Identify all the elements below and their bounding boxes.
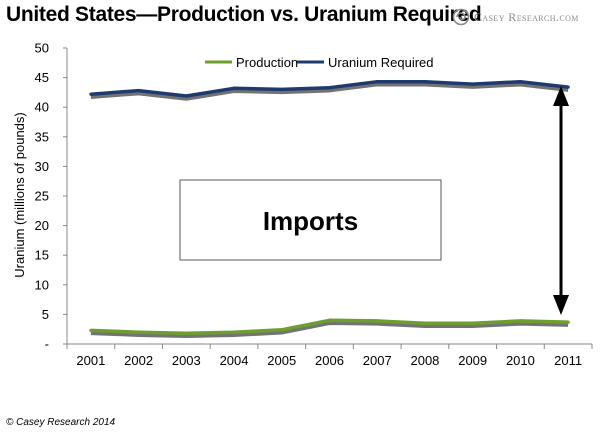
swirl-logo-icon <box>452 8 470 26</box>
x-tick-label: 2009 <box>458 353 487 368</box>
y-tick-label: 35 <box>35 129 49 144</box>
data-point-uranium-required-2005 <box>280 87 284 92</box>
uranium-line-chart: Uranium (millions of pounds) - 5 10 15 20 25 3… <box>12 41 593 368</box>
data-point-uranium-required-2003 <box>184 94 188 98</box>
y-axis-label: Uranium (millions of pounds) <box>12 112 27 277</box>
y-tick-label: 25 <box>35 189 49 204</box>
data-point-production-2003 <box>184 331 188 335</box>
data-point-production-2011 <box>566 320 570 324</box>
imports-box <box>179 179 442 261</box>
data-point-uranium-required-2001 <box>89 92 93 96</box>
x-tick-label: 2004 <box>220 353 249 368</box>
data-point-production-2008 <box>423 321 427 325</box>
series-shadow-uranium-required <box>90 82 569 101</box>
imports-annotation: Imports <box>179 179 442 261</box>
y-tick-label: - <box>45 337 49 352</box>
x-tick-label: 2010 <box>506 353 535 368</box>
y-tick-label: 30 <box>35 159 49 174</box>
legend-label-required: Uranium Required <box>328 55 434 70</box>
x-axis: 2001 2002 2003 2004 2005 2006 2007 2008 2009 2010… <box>66 343 593 368</box>
series-layer <box>89 79 570 339</box>
series-shadow-production <box>90 321 569 339</box>
x-tick-label: 2007 <box>363 353 392 368</box>
data-point-uranium-required-2006 <box>327 86 332 90</box>
chart-title: United States—Production vs. Uranium Req… <box>6 3 482 26</box>
x-tick-label: 2002 <box>124 353 153 368</box>
x-tick-label: 2011 <box>554 353 582 368</box>
data-point-uranium-required-2004 <box>232 86 236 90</box>
y-tick-label: 5 <box>42 307 49 322</box>
y-tick-label: 20 <box>35 218 49 233</box>
y-tick-label: 15 <box>35 248 49 263</box>
data-point-production-2009 <box>471 321 475 325</box>
data-point-uranium-required-2008 <box>423 80 427 84</box>
x-tick-label: 2006 <box>315 353 344 368</box>
data-point-uranium-required-2007 <box>375 80 379 84</box>
y-axis: - 5 10 15 20 25 30 35 40 45 50 <box>35 41 68 352</box>
x-tick-label: 2005 <box>267 353 296 368</box>
data-point-production-2005 <box>280 328 284 332</box>
copyright-notice: © Casey Research 2014 <box>6 417 116 428</box>
data-point-production-2001 <box>89 328 93 332</box>
legend: Production Uranium Required <box>205 55 434 70</box>
imports-label: Imports <box>263 206 358 236</box>
data-point-uranium-required-2010 <box>518 80 523 84</box>
data-point-uranium-required-2009 <box>471 82 475 86</box>
brand-name: Casey Research.com <box>474 10 579 24</box>
data-point-uranium-required-2002 <box>136 89 141 93</box>
y-tick-label: 10 <box>35 277 49 292</box>
data-point-production-2010 <box>518 319 523 323</box>
brand-logo: Casey Research.com <box>452 6 598 30</box>
legend-label-production: Production <box>236 55 298 70</box>
data-point-production-2002 <box>136 330 141 334</box>
y-tick-label: 45 <box>35 70 49 85</box>
x-tick-label: 2008 <box>410 353 439 368</box>
x-tick-label: 2003 <box>172 353 201 368</box>
data-point-production-2004 <box>232 330 236 334</box>
data-point-production-2007 <box>375 319 379 323</box>
x-tick-label: 2001 <box>76 353 105 368</box>
data-point-uranium-required-2011 <box>566 85 570 89</box>
data-point-production-2006 <box>327 318 332 322</box>
y-tick-label: 40 <box>35 100 49 115</box>
y-tick-label: 50 <box>35 41 49 56</box>
double-headed-arrow-icon <box>553 86 569 315</box>
